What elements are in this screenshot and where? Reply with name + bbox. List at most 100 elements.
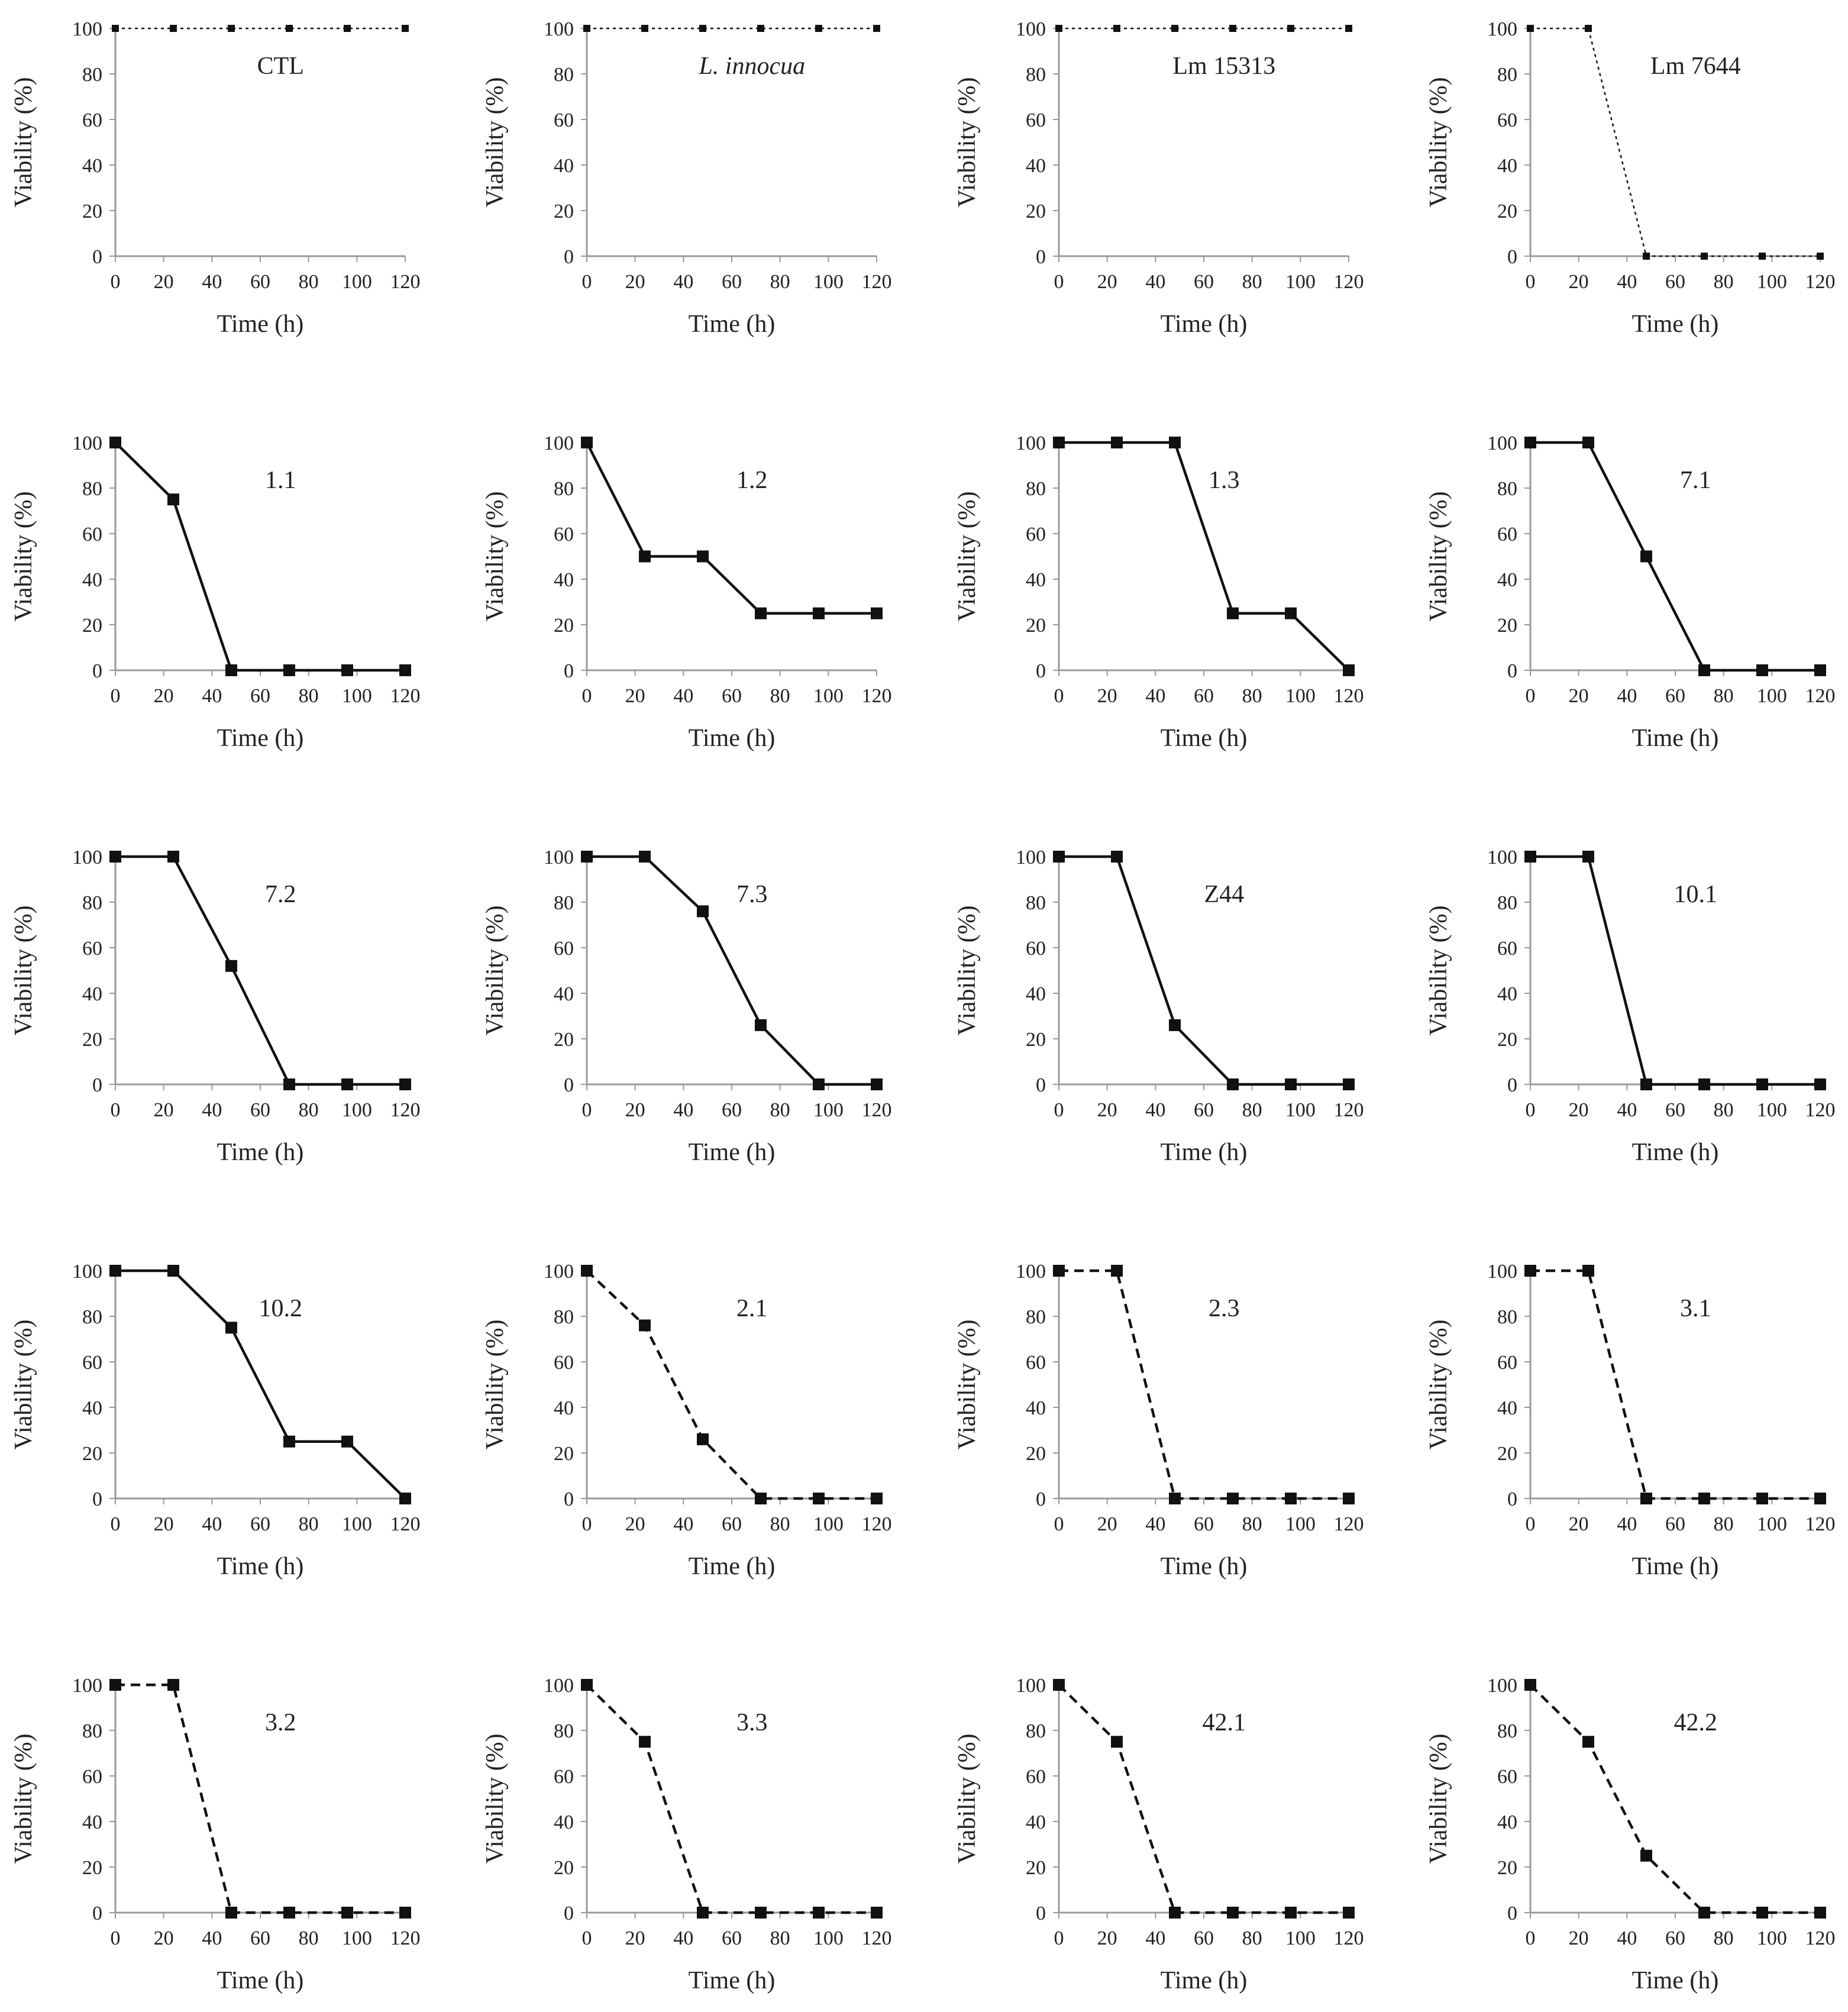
y-tick-label: 0 bbox=[564, 660, 574, 682]
y-tick-label: 20 bbox=[1497, 201, 1517, 222]
y-tick-label: 60 bbox=[82, 109, 102, 131]
y-tick-label: 0 bbox=[1507, 660, 1517, 682]
x-axis-title: Time (h) bbox=[1161, 1967, 1248, 1994]
data-point bbox=[399, 1907, 411, 1919]
x-tick-label: 40 bbox=[202, 685, 222, 707]
y-tick-label: 100 bbox=[1487, 847, 1517, 868]
x-tick-label: 60 bbox=[722, 1513, 742, 1535]
chart-panel: 0 20 40 60 80 100 0 20 40 60 80 100 120 Time (h) Viabi… bbox=[10, 18, 421, 338]
x-tick-label: 40 bbox=[1617, 1513, 1637, 1535]
y-tick-label: 80 bbox=[554, 892, 574, 914]
panel-label: Lm 15313 bbox=[1172, 53, 1275, 80]
series-line bbox=[586, 1270, 877, 1500]
data-point bbox=[1227, 1493, 1239, 1504]
panel-label: 7.3 bbox=[736, 881, 768, 908]
x-tick-label: 40 bbox=[202, 1513, 222, 1535]
x-tick-label: 0 bbox=[111, 271, 121, 293]
x-axis-title: Time (h) bbox=[1161, 1139, 1248, 1166]
x-tick-label: 60 bbox=[722, 1099, 742, 1121]
data-point bbox=[1814, 1907, 1826, 1919]
y-tick-label: 60 bbox=[1026, 938, 1046, 960]
data-point bbox=[1756, 1907, 1768, 1919]
x-tick-label: 20 bbox=[154, 1099, 174, 1121]
x-tick-label: 120 bbox=[1805, 1513, 1836, 1535]
data-point bbox=[1229, 25, 1236, 32]
y-tick-label: 100 bbox=[1016, 847, 1046, 868]
data-point bbox=[1343, 1907, 1355, 1919]
panel-label: 1.1 bbox=[265, 467, 296, 494]
x-tick-label: 120 bbox=[1334, 271, 1364, 293]
data-point bbox=[1227, 607, 1239, 619]
x-tick-label: 100 bbox=[342, 1099, 372, 1121]
data-point bbox=[1701, 253, 1708, 260]
data-point bbox=[1585, 25, 1592, 32]
x-tick-label: 100 bbox=[1285, 1099, 1316, 1121]
x-tick-label: 40 bbox=[202, 1099, 222, 1121]
y-tick-label: 80 bbox=[1497, 478, 1517, 500]
data-point bbox=[167, 1265, 179, 1277]
x-tick-label: 120 bbox=[1334, 685, 1364, 707]
x-tick-label: 80 bbox=[770, 1099, 790, 1121]
x-tick-label: 100 bbox=[813, 1927, 844, 1949]
data-point bbox=[1698, 1907, 1710, 1919]
x-tick-label: 20 bbox=[154, 1513, 174, 1535]
y-tick-label: 100 bbox=[1016, 1261, 1046, 1283]
x-axis-title: Time (h) bbox=[217, 725, 304, 752]
chart-panel: 0 20 40 60 80 100 0 20 40 60 80 100 120 Time (h) Viabi… bbox=[1425, 847, 1836, 1166]
x-tick-label: 60 bbox=[722, 271, 742, 293]
y-tick-label: 40 bbox=[1026, 1397, 1046, 1419]
chart-panel: 0 20 40 60 80 100 0 20 40 60 80 100 120 Time (h) Viabi… bbox=[954, 1261, 1364, 1580]
x-tick-label: 100 bbox=[1757, 271, 1787, 293]
y-tick-label: 0 bbox=[1507, 1488, 1517, 1510]
y-tick-label: 80 bbox=[554, 1720, 574, 1742]
x-tick-label: 0 bbox=[1526, 1099, 1536, 1121]
data-point bbox=[399, 1078, 411, 1090]
data-point bbox=[1343, 1493, 1355, 1504]
y-tick-label: 20 bbox=[1497, 1857, 1517, 1879]
x-tick-label: 40 bbox=[1145, 1927, 1165, 1949]
y-axis-title: Viability (%) bbox=[954, 905, 981, 1035]
series-line bbox=[115, 1269, 406, 1500]
y-tick-label: 0 bbox=[1036, 1903, 1046, 1924]
data-point bbox=[1582, 437, 1594, 448]
data-point bbox=[1698, 1078, 1710, 1090]
x-tick-label: 120 bbox=[1805, 685, 1836, 707]
x-tick-label: 40 bbox=[673, 271, 693, 293]
y-tick-label: 100 bbox=[544, 1675, 574, 1697]
x-tick-label: 40 bbox=[673, 1099, 693, 1121]
y-tick-label: 60 bbox=[1497, 938, 1517, 960]
chart-panel: 0 20 40 60 80 100 0 20 40 60 80 100 120 Time (h) Viabi… bbox=[10, 432, 421, 752]
x-tick-label: 0 bbox=[582, 1513, 592, 1535]
data-point bbox=[1814, 664, 1826, 676]
x-tick-label: 60 bbox=[722, 1927, 742, 1949]
panel-label: 7.1 bbox=[1680, 467, 1711, 494]
x-tick-label: 80 bbox=[1714, 1099, 1734, 1121]
x-tick-label: 100 bbox=[342, 271, 372, 293]
x-axis-title: Time (h) bbox=[1161, 311, 1248, 338]
data-point bbox=[399, 1493, 411, 1504]
x-tick-label: 20 bbox=[625, 1099, 645, 1121]
y-tick-label: 0 bbox=[1036, 246, 1046, 268]
data-point bbox=[757, 25, 764, 32]
data-point bbox=[1527, 25, 1534, 32]
data-point bbox=[1643, 253, 1650, 260]
y-tick-label: 60 bbox=[554, 524, 574, 545]
data-point bbox=[1524, 1265, 1536, 1277]
y-tick-label: 40 bbox=[554, 1811, 574, 1833]
x-tick-label: 120 bbox=[862, 271, 892, 293]
x-tick-label: 60 bbox=[1665, 271, 1685, 293]
y-tick-label: 20 bbox=[1497, 615, 1517, 637]
y-tick-label: 20 bbox=[1497, 1443, 1517, 1465]
x-tick-label: 120 bbox=[1334, 1099, 1364, 1121]
data-point bbox=[1111, 437, 1123, 448]
x-tick-label: 100 bbox=[813, 685, 844, 707]
x-tick-label: 80 bbox=[770, 1927, 790, 1949]
panel-label: 42.2 bbox=[1674, 1709, 1718, 1736]
data-point bbox=[1524, 1679, 1536, 1691]
data-point bbox=[1524, 437, 1536, 448]
x-tick-label: 20 bbox=[1569, 1927, 1589, 1949]
y-tick-label: 20 bbox=[1026, 1857, 1046, 1879]
x-axis-title: Time (h) bbox=[217, 1553, 304, 1580]
y-tick-label: 60 bbox=[82, 1352, 102, 1374]
y-tick-label: 0 bbox=[564, 1903, 574, 1924]
